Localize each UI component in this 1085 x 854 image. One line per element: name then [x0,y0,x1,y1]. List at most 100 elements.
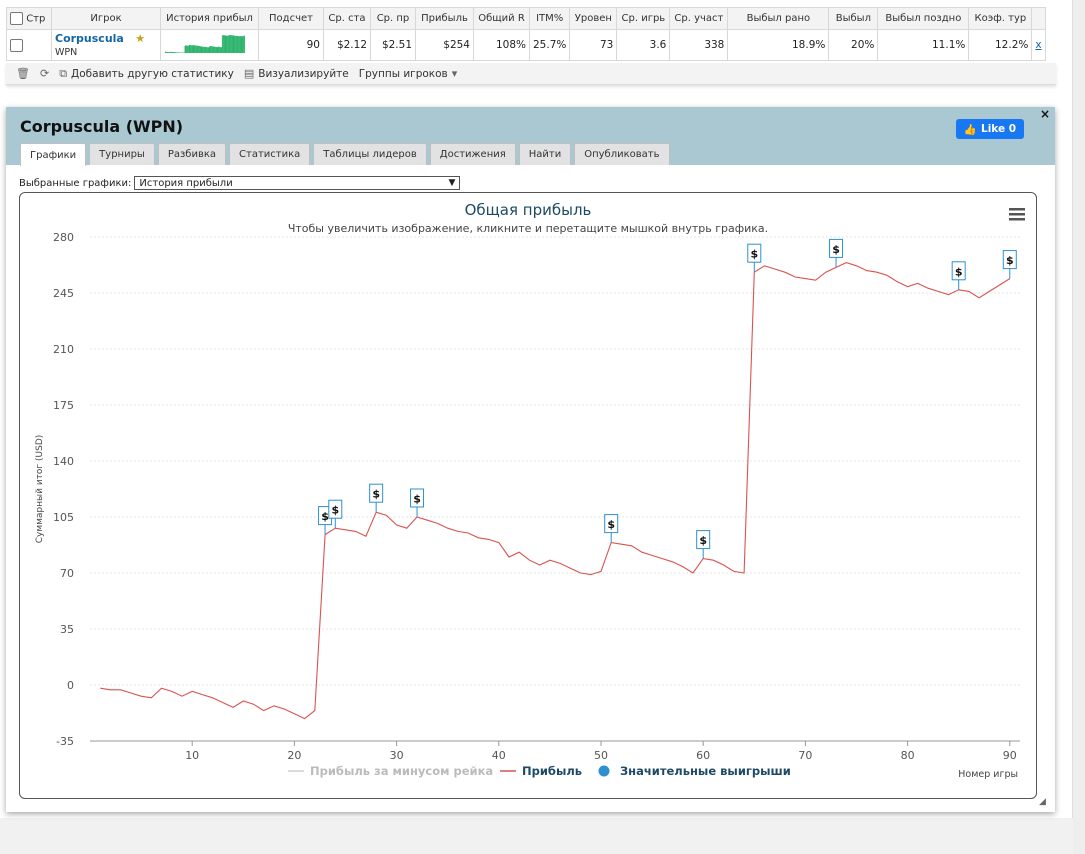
late-out-cell: 11.1% [877,29,970,61]
sparkline-bar [213,46,214,53]
player-name-link[interactable]: Corpuscula [55,31,124,45]
sparkline-bar [209,45,211,53]
refresh-icon[interactable]: ⟳ [39,67,50,80]
facebook-like-button[interactable]: 👍 Like 0 [956,119,1024,139]
header-label[interactable]: Стр [26,13,46,25]
sparkline-bar [165,51,167,53]
sparkline-bar [222,34,224,53]
thumbs-up-icon: 👍 [963,123,977,136]
y-tick-label: 175 [53,399,74,412]
flag-box [328,499,343,519]
big-win-flag[interactable]: $ [328,499,343,529]
big-win-flag[interactable]: $ [951,261,966,290]
big-win-flag[interactable]: $ [696,530,711,559]
big-win-flag[interactable]: $ [829,238,844,268]
graph-select-value: История прибыли [139,177,233,189]
visualize-button[interactable]: ▤ Визуализируйте [244,67,349,80]
sparkline-bar [174,51,176,53]
big-win-flag[interactable]: $ [369,483,384,513]
sparkline-bar [231,34,233,53]
sparkline-bar [229,34,230,53]
row-select-cell[interactable] [6,29,52,61]
profit-chart[interactable]: -35 0 35 70 105 140 175 210 245 280 10 20 30 40 50 60 70… [20,193,1036,798]
flag-box [829,238,844,258]
tab-tournaments[interactable]: Турниры [89,143,155,165]
header-total-roi[interactable]: Общий R [473,7,530,30]
add-stat-button[interactable]: ⧉ Добавить другую статистику [59,67,234,81]
panel-header: Corpuscula (WPN) 👍 Like 0 × Графики Турни… [6,107,1055,166]
legend-label: Значительные выигрыши [620,764,791,778]
sparkline-bar [170,51,172,53]
header-itm[interactable]: ITM% [528,7,571,30]
sparkline-bar [243,35,245,53]
flag-dollar-label: $ [372,488,380,501]
header-extra [1031,7,1046,30]
sparkline-bar [201,45,203,53]
resize-handle-icon[interactable]: ◢ [1039,797,1046,807]
flag-box [369,483,384,503]
legend-net-profit[interactable]: Прибыль за минусом рейка [288,764,493,778]
player-groups-dropdown[interactable]: Группы игроков ▾ [359,67,458,80]
sparkline-bar [193,44,195,53]
big-win-flag[interactable]: $ [410,488,425,517]
avg-profit-cell: $2.51 [370,29,416,61]
big-win-flag[interactable]: $ [604,514,619,543]
early-out-cell: 18.9% [727,29,830,61]
header-avg-profit[interactable]: Ср. пр [370,7,416,30]
header-level[interactable]: Уровен [569,7,618,30]
x-tick-label: 60 [696,749,710,762]
header-late-out[interactable]: Выбыл поздно [877,7,970,30]
y-tick-label: 35 [60,623,74,636]
sparkline-bar [216,46,218,53]
header-avg-entrants[interactable]: Ср. участ [669,7,729,30]
trash-icon[interactable]: 🗑 [16,67,30,80]
sparkline-bar [179,52,181,53]
big-win-flag[interactable]: $ [1002,250,1017,279]
header-profit[interactable]: Прибыль [415,7,474,30]
legend-profit[interactable]: Прибыль [500,764,582,778]
sparkline-bar [240,35,242,53]
sparkline-bar [200,46,202,53]
sparkline-bar [211,45,213,53]
legend-big-wins[interactable]: Значительные выигрыши [598,764,791,778]
remove-cell: x [1031,29,1046,61]
header-coef[interactable]: Коэф. тур [968,7,1033,30]
tab-achievements[interactable]: Достижения [429,143,516,165]
page-scrollbar[interactable] [1072,0,1085,854]
tab-graphs[interactable]: Графики [20,143,87,166]
select-all-checkbox[interactable] [10,12,23,25]
sparkline-bar [229,34,231,53]
sparkline-bar [185,44,187,53]
tab-find[interactable]: Найти [518,143,572,165]
stats-toolbar: 🗑 ⟳ ⧉ Добавить другую статистику ▤ Визуали… [6,63,1056,85]
profit-history-cell [160,29,259,61]
menu-bar [1009,208,1025,211]
header-mid-out[interactable]: Выбыл [828,7,879,30]
close-icon[interactable]: × [1040,107,1051,121]
remove-player-link[interactable]: x [1035,39,1042,51]
tab-statistics[interactable]: Статистика [229,143,311,165]
header-player[interactable]: Игрок [51,7,161,30]
trophy-icon: ★ [135,31,146,45]
header-avg-players[interactable]: Ср. игрь [616,7,671,30]
header-profit-history[interactable]: История прибыл [160,7,259,30]
chart-menu-icon[interactable] [1009,208,1025,221]
tab-breakdown[interactable]: Разбивка [157,143,227,165]
x-axis-title: Номер игры [958,769,1018,780]
row-checkbox[interactable] [10,38,23,52]
big-win-flag[interactable]: $ [747,243,762,273]
sparkline-bar [181,52,182,53]
graph-select-row: Выбранные графики: История прибыли ▼ [19,176,461,190]
chart-container[interactable]: -35 0 35 70 105 140 175 210 245 280 10 20 30 40 50 60 70… [19,192,1037,799]
header-avg-stake[interactable]: Ср. ста [323,7,371,30]
tab-publish[interactable]: Опубликовать [574,143,670,165]
header-count[interactable]: Подсчет [258,7,324,30]
sparkline-bar [214,46,216,53]
visualize-label: Визуализируйте [258,67,349,80]
select-column-header[interactable]: Стр [6,7,52,30]
sparkline-bar [198,45,200,53]
header-early-out[interactable]: Выбыл рано [727,7,830,30]
graph-select[interactable]: История прибыли ▼ [134,176,461,190]
tab-leaderboards[interactable]: Таблицы лидеров [313,143,427,165]
flag-dollar-label: $ [331,504,339,517]
